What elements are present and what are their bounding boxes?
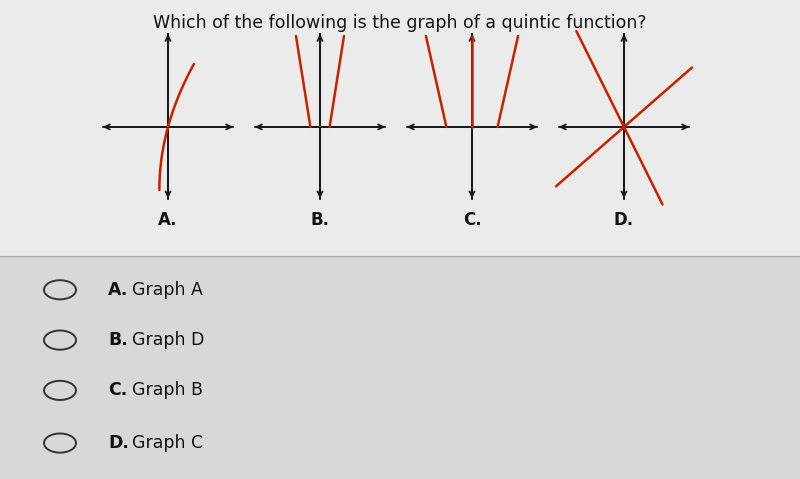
Text: C.: C. (108, 381, 127, 399)
Text: B.: B. (310, 211, 330, 229)
FancyBboxPatch shape (0, 256, 800, 479)
Text: B.: B. (108, 331, 128, 349)
Text: Graph C: Graph C (132, 434, 203, 452)
Text: C.: C. (462, 211, 482, 229)
FancyBboxPatch shape (0, 0, 800, 256)
Text: Which of the following is the graph of a quintic function?: Which of the following is the graph of a… (154, 14, 646, 33)
Text: Graph D: Graph D (132, 331, 204, 349)
Text: A.: A. (108, 281, 128, 299)
Text: Graph B: Graph B (132, 381, 203, 399)
Text: D.: D. (108, 434, 129, 452)
Text: Graph A: Graph A (132, 281, 203, 299)
Text: D.: D. (614, 211, 634, 229)
Text: A.: A. (158, 211, 178, 229)
